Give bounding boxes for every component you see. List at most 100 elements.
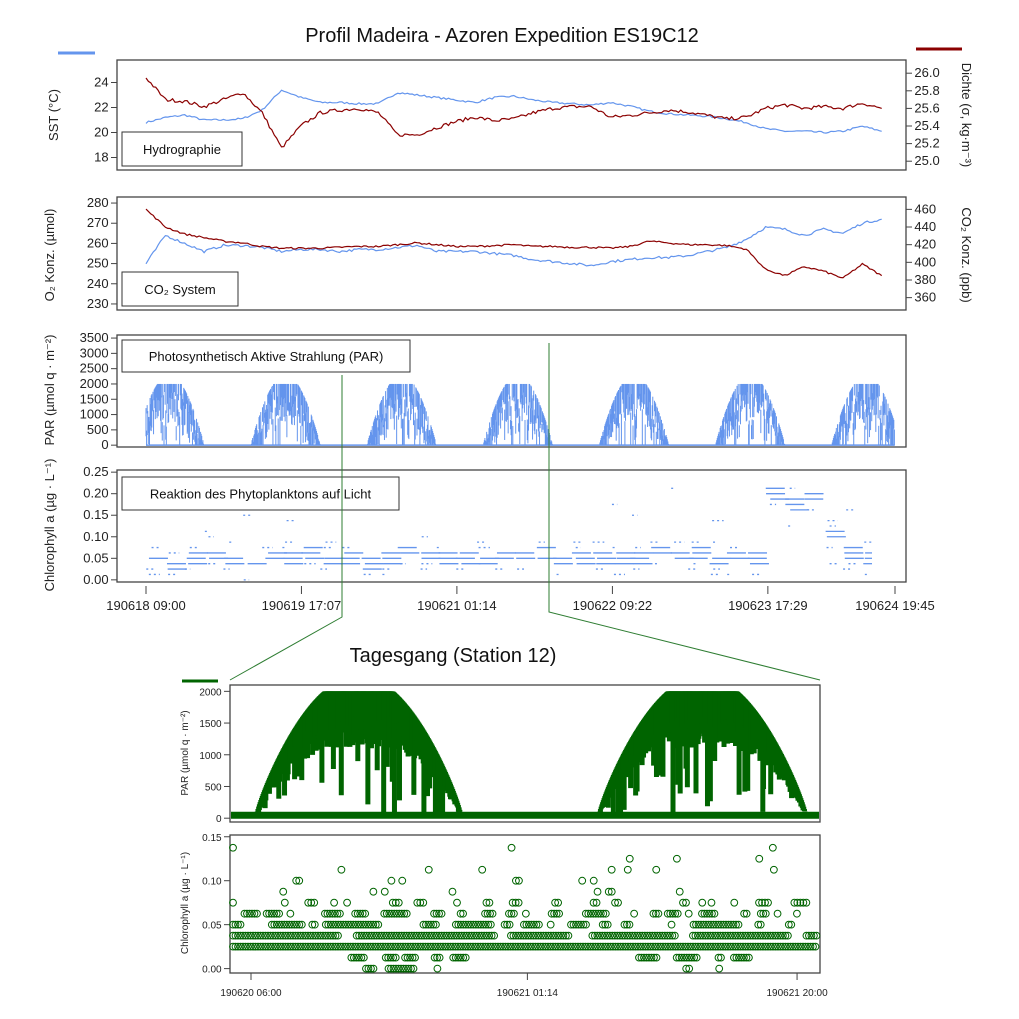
detail-chl-point <box>507 909 516 918</box>
detail-chl-point <box>537 931 545 940</box>
zoom-connector-right <box>548 343 821 681</box>
detail-chl-point <box>629 942 637 951</box>
detail-chl-point <box>736 931 745 940</box>
density-axis-tick-label: 26.0 <box>914 65 939 80</box>
detail-chl-point <box>692 920 700 929</box>
detail-chl-point <box>714 953 723 962</box>
detail-chl-point <box>471 942 480 951</box>
detail-chl-point <box>304 898 313 907</box>
detail-chl-point <box>721 931 730 940</box>
detail-chl-point <box>374 920 383 929</box>
detail-chl-point <box>476 942 485 951</box>
detail-chl-point <box>562 931 570 940</box>
detail-chl-point <box>768 843 777 852</box>
detail-chl-point <box>592 898 601 907</box>
detail-chl-point <box>527 931 535 940</box>
detail-chl-point <box>615 931 624 940</box>
detail-chl-point <box>574 942 582 951</box>
detail-chl-point <box>586 942 595 951</box>
detail-chl-point <box>336 920 345 929</box>
detail-chl-point <box>389 942 397 951</box>
detail-chl-point <box>559 942 567 951</box>
detail-chl-axis-label: Chlorophyll a (µg · L⁻¹) <box>180 852 191 954</box>
detail-chl-point <box>272 920 281 929</box>
detail-chl-point <box>626 942 635 951</box>
detail-chl-point <box>534 942 542 951</box>
detail-chl-point <box>478 865 487 874</box>
detail-chl-point <box>505 909 513 918</box>
detail-chl-point <box>331 942 340 951</box>
sst-series <box>145 89 882 134</box>
detail-chl-point <box>620 931 629 940</box>
panel-label-hydrography: Hydrographie <box>143 142 221 157</box>
detail-chl-point <box>389 953 398 962</box>
detail-chl-point <box>784 931 792 940</box>
detail-chl-point <box>326 942 335 951</box>
detail-chl-point <box>290 920 299 929</box>
detail-chl-point <box>673 909 682 918</box>
detail-chl-point <box>239 942 247 951</box>
detail-chl-point <box>456 942 465 951</box>
detail-chl-point <box>279 942 287 951</box>
detail-x-tick-label: 190621 01:14 <box>497 988 559 999</box>
detail-chl-point <box>435 909 443 918</box>
detail-chl-point <box>526 942 535 951</box>
detail-chl-point <box>621 942 630 951</box>
detail-chl-point <box>395 909 404 918</box>
panel-label-hydrography-box <box>121 131 243 167</box>
detail-chl-point <box>387 964 395 973</box>
detail-chl-point <box>269 942 277 951</box>
detail-chl-point <box>600 931 609 940</box>
detail-chl-point <box>297 920 306 929</box>
detail-chl-point <box>398 876 407 885</box>
detail-chl-point <box>254 942 262 951</box>
detail-chl-point <box>474 942 482 951</box>
detail-chl-point <box>356 920 365 929</box>
detail-chl-point <box>623 920 631 929</box>
detail-chl-point <box>724 920 733 929</box>
detail-chl-point <box>397 931 406 940</box>
detail-chl-point <box>630 931 639 940</box>
detail-chl-point <box>633 931 642 940</box>
detail-chl-point <box>749 942 757 951</box>
detail-chl-point <box>381 942 390 951</box>
detail-chl-point <box>251 942 260 951</box>
detail-chl-point <box>369 887 378 896</box>
detail-chl-point <box>586 909 595 918</box>
detail-chl-point <box>405 931 414 940</box>
detail-chl-point <box>704 931 712 940</box>
detail-chl-point <box>421 942 430 951</box>
detail-chl-point <box>593 887 602 896</box>
detail-chl-point <box>624 942 632 951</box>
detail-chl-point <box>807 931 816 940</box>
detail-chl-point <box>799 898 808 907</box>
detail-chl-point <box>328 909 337 918</box>
detail-chl-point <box>709 920 718 929</box>
detail-chl-point <box>546 920 555 929</box>
panel-label-par-box <box>121 339 411 373</box>
detail-chl-point <box>334 920 343 929</box>
detail-chl-point <box>539 942 547 951</box>
detail-chl-point <box>483 909 492 918</box>
detail-chl-point <box>591 942 600 951</box>
detail-chl-point <box>755 854 764 863</box>
detail-chl-point <box>559 931 568 940</box>
detail-chl-point <box>509 942 517 951</box>
detail-chl-point <box>689 931 697 940</box>
detail-chl-point <box>491 942 500 951</box>
detail-chl-point <box>309 942 317 951</box>
detail-chl-point <box>425 931 434 940</box>
detail-chl-point <box>506 942 515 951</box>
co2-axis-tick-label: 380 <box>914 272 936 287</box>
par-axis-tick-label: 500 <box>87 422 109 437</box>
detail-chl-point <box>771 942 780 951</box>
detail-chl-point <box>522 920 531 929</box>
detail-chl-point <box>253 909 261 918</box>
detail-chl-point <box>408 953 417 962</box>
detail-chl-point <box>684 942 692 951</box>
detail-chl-point <box>712 920 720 929</box>
detail-chl-point <box>696 931 705 940</box>
detail-chl-point <box>516 942 525 951</box>
detail-chl-point <box>339 920 348 929</box>
detail-chl-point <box>416 898 425 907</box>
